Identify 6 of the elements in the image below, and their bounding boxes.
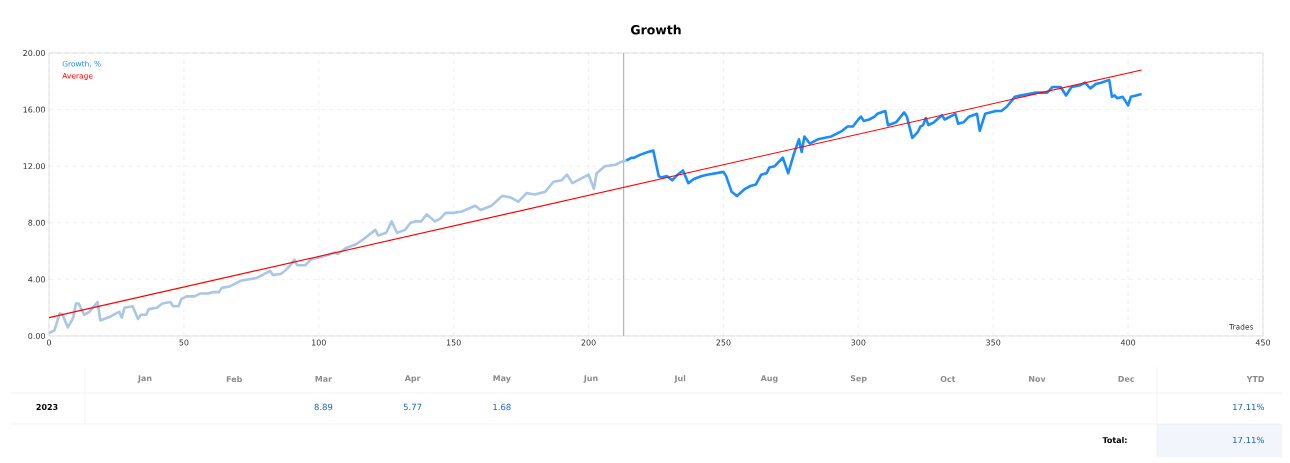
- text: 17.11%: [1233, 403, 1264, 411]
- text: 8.89: [314, 403, 333, 411]
- chart-title: Growth: [631, 24, 681, 35]
- text: 17.11%: [1233, 436, 1264, 444]
- text: 1.68: [493, 403, 511, 411]
- text: 5.77: [403, 403, 422, 411]
